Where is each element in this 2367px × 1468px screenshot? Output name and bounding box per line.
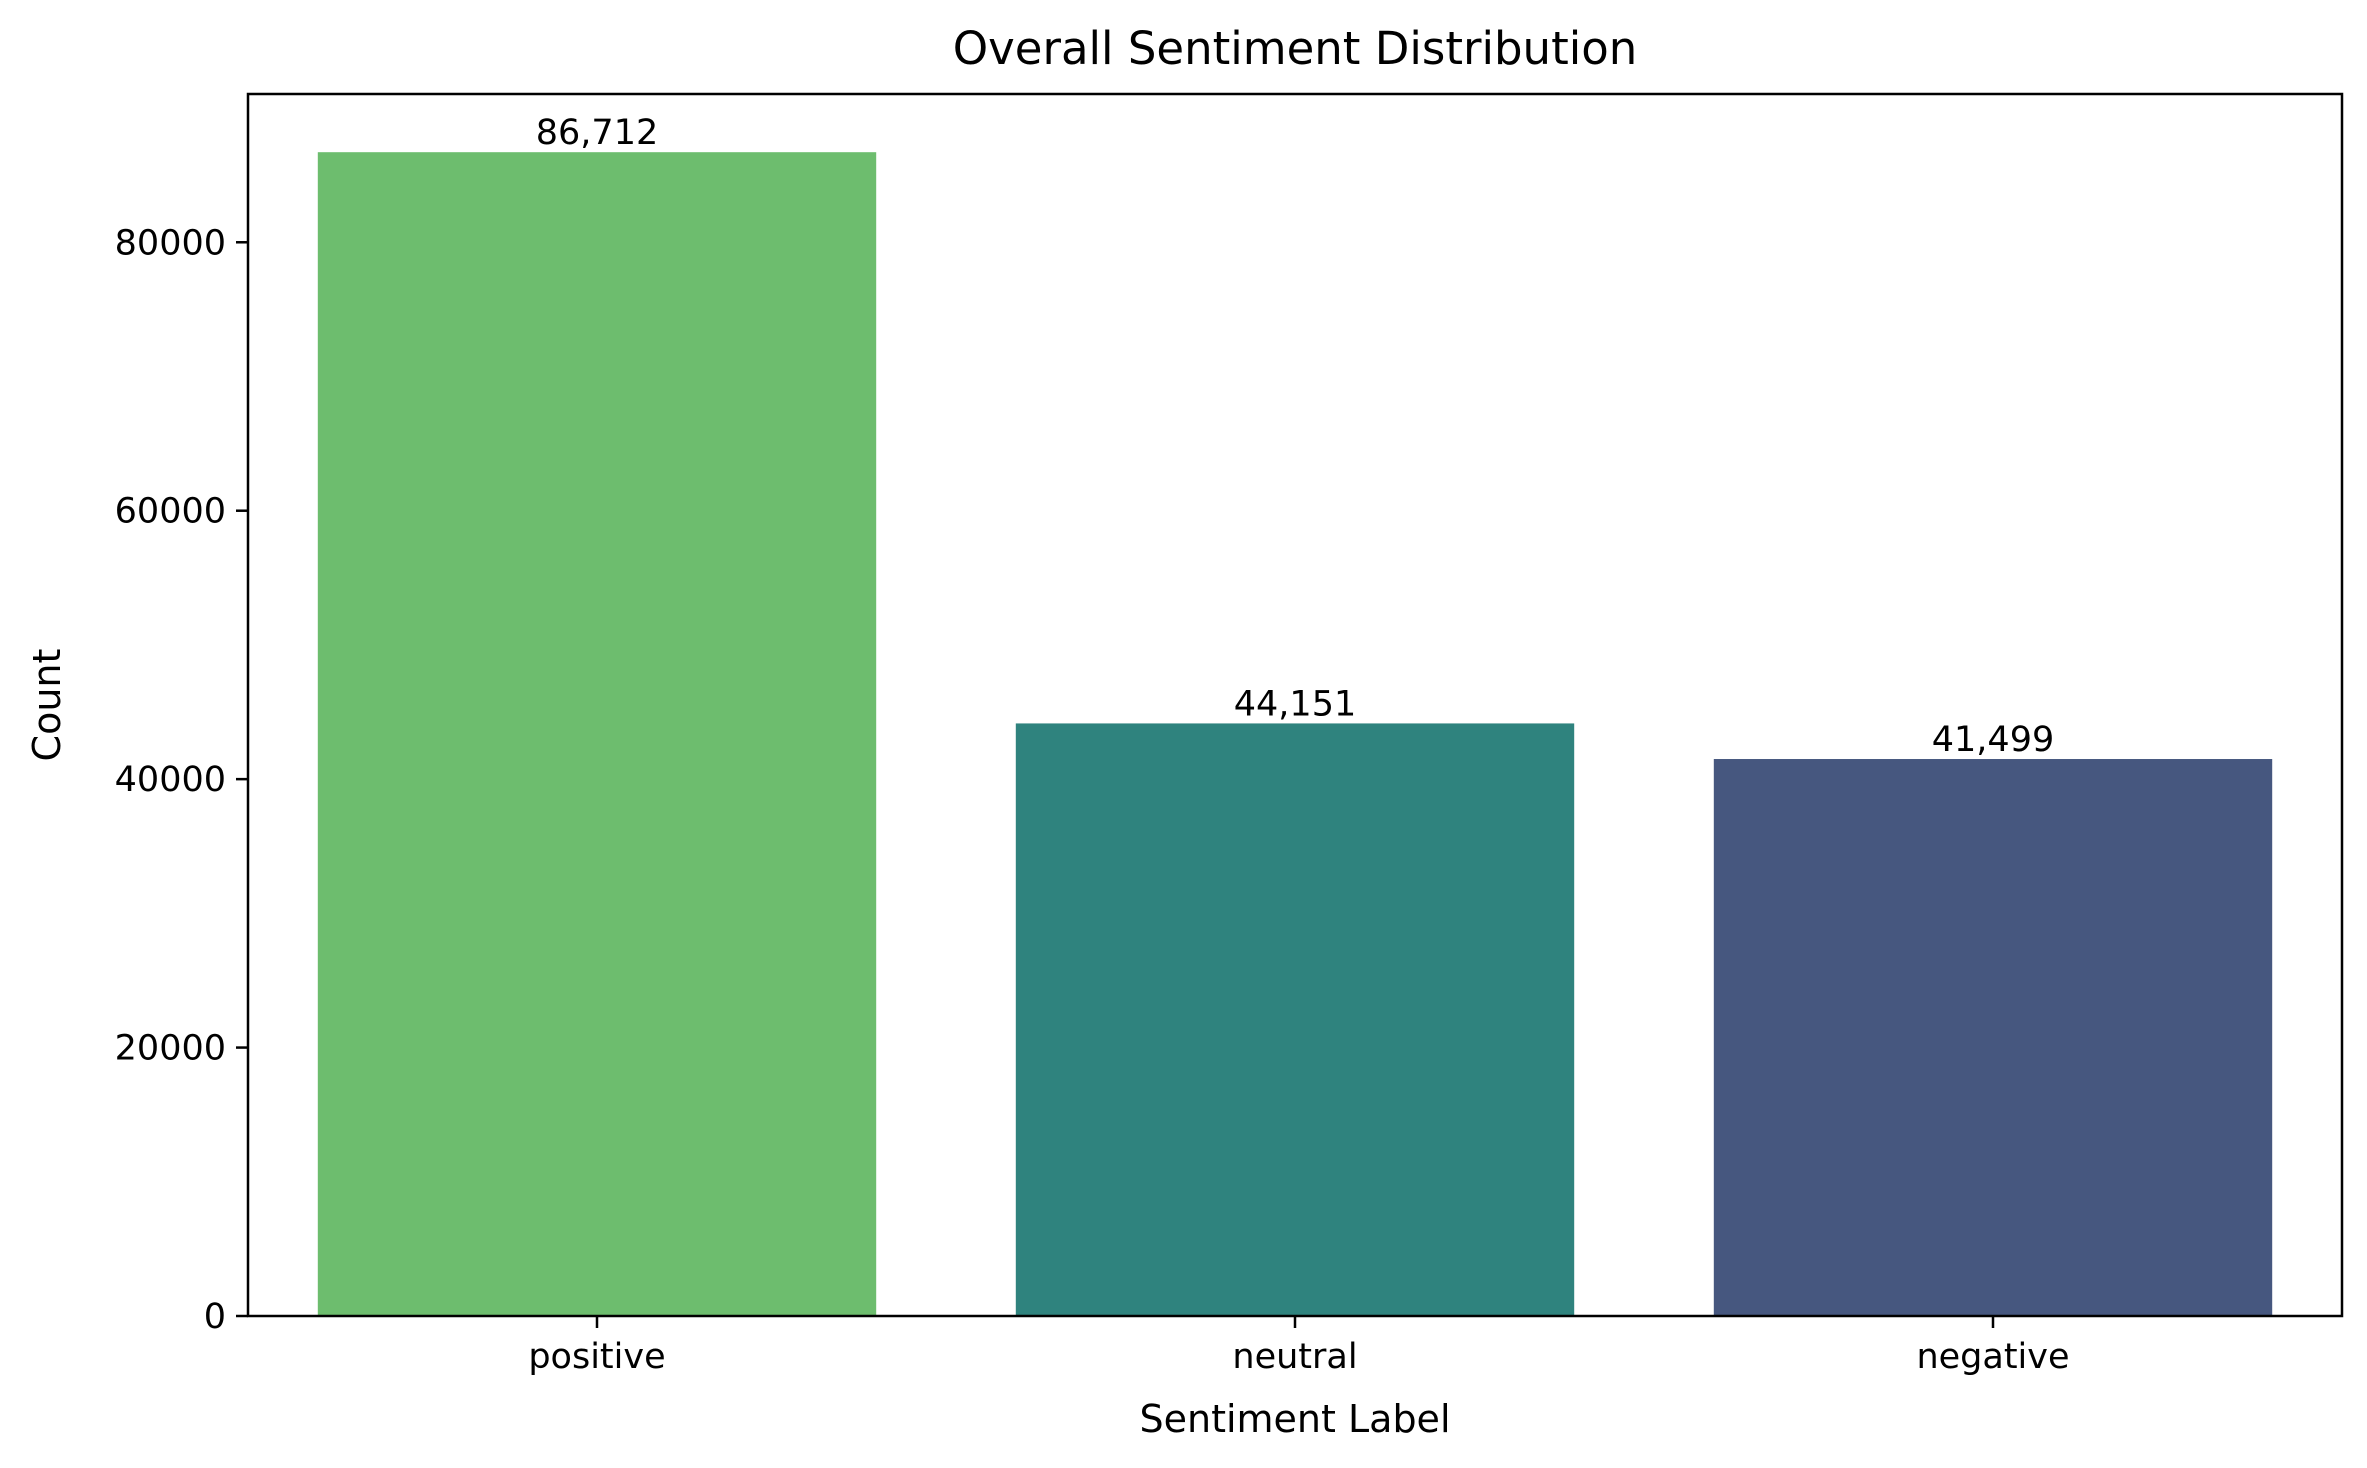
x-axis-label: Sentiment Label xyxy=(1139,1397,1450,1441)
value-label-positive: 86,712 xyxy=(536,113,658,153)
y-axis-label: Count xyxy=(25,649,69,762)
chart-title: Overall Sentiment Distribution xyxy=(953,22,1638,75)
y-axis: 0 20000 40000 60000 80000 xyxy=(115,223,248,1337)
x-tick-label-positive: positive xyxy=(528,1337,665,1377)
value-label-neutral: 44,151 xyxy=(1234,684,1356,724)
plot-area-frame xyxy=(246,92,2344,1318)
y-tick-label-0: 0 xyxy=(204,1297,226,1337)
bar-negative xyxy=(1713,759,2273,1316)
x-tick-label-neutral: neutral xyxy=(1232,1337,1357,1377)
value-labels-group: 86,712 44,151 41,499 xyxy=(536,113,2054,760)
y-tick-label-80000: 80000 xyxy=(115,223,226,263)
y-tick-label-20000: 20000 xyxy=(115,1029,226,1069)
value-label-negative: 41,499 xyxy=(1932,720,2054,760)
y-tick-label-60000: 60000 xyxy=(115,492,226,532)
x-axis: positive neutral negative xyxy=(528,1316,2070,1377)
bar-neutral xyxy=(1015,723,1575,1316)
bar-positive xyxy=(317,152,877,1317)
x-tick-label-negative: negative xyxy=(1916,1337,2069,1377)
bars-group xyxy=(317,152,2273,1317)
y-tick-label-40000: 40000 xyxy=(115,760,226,800)
